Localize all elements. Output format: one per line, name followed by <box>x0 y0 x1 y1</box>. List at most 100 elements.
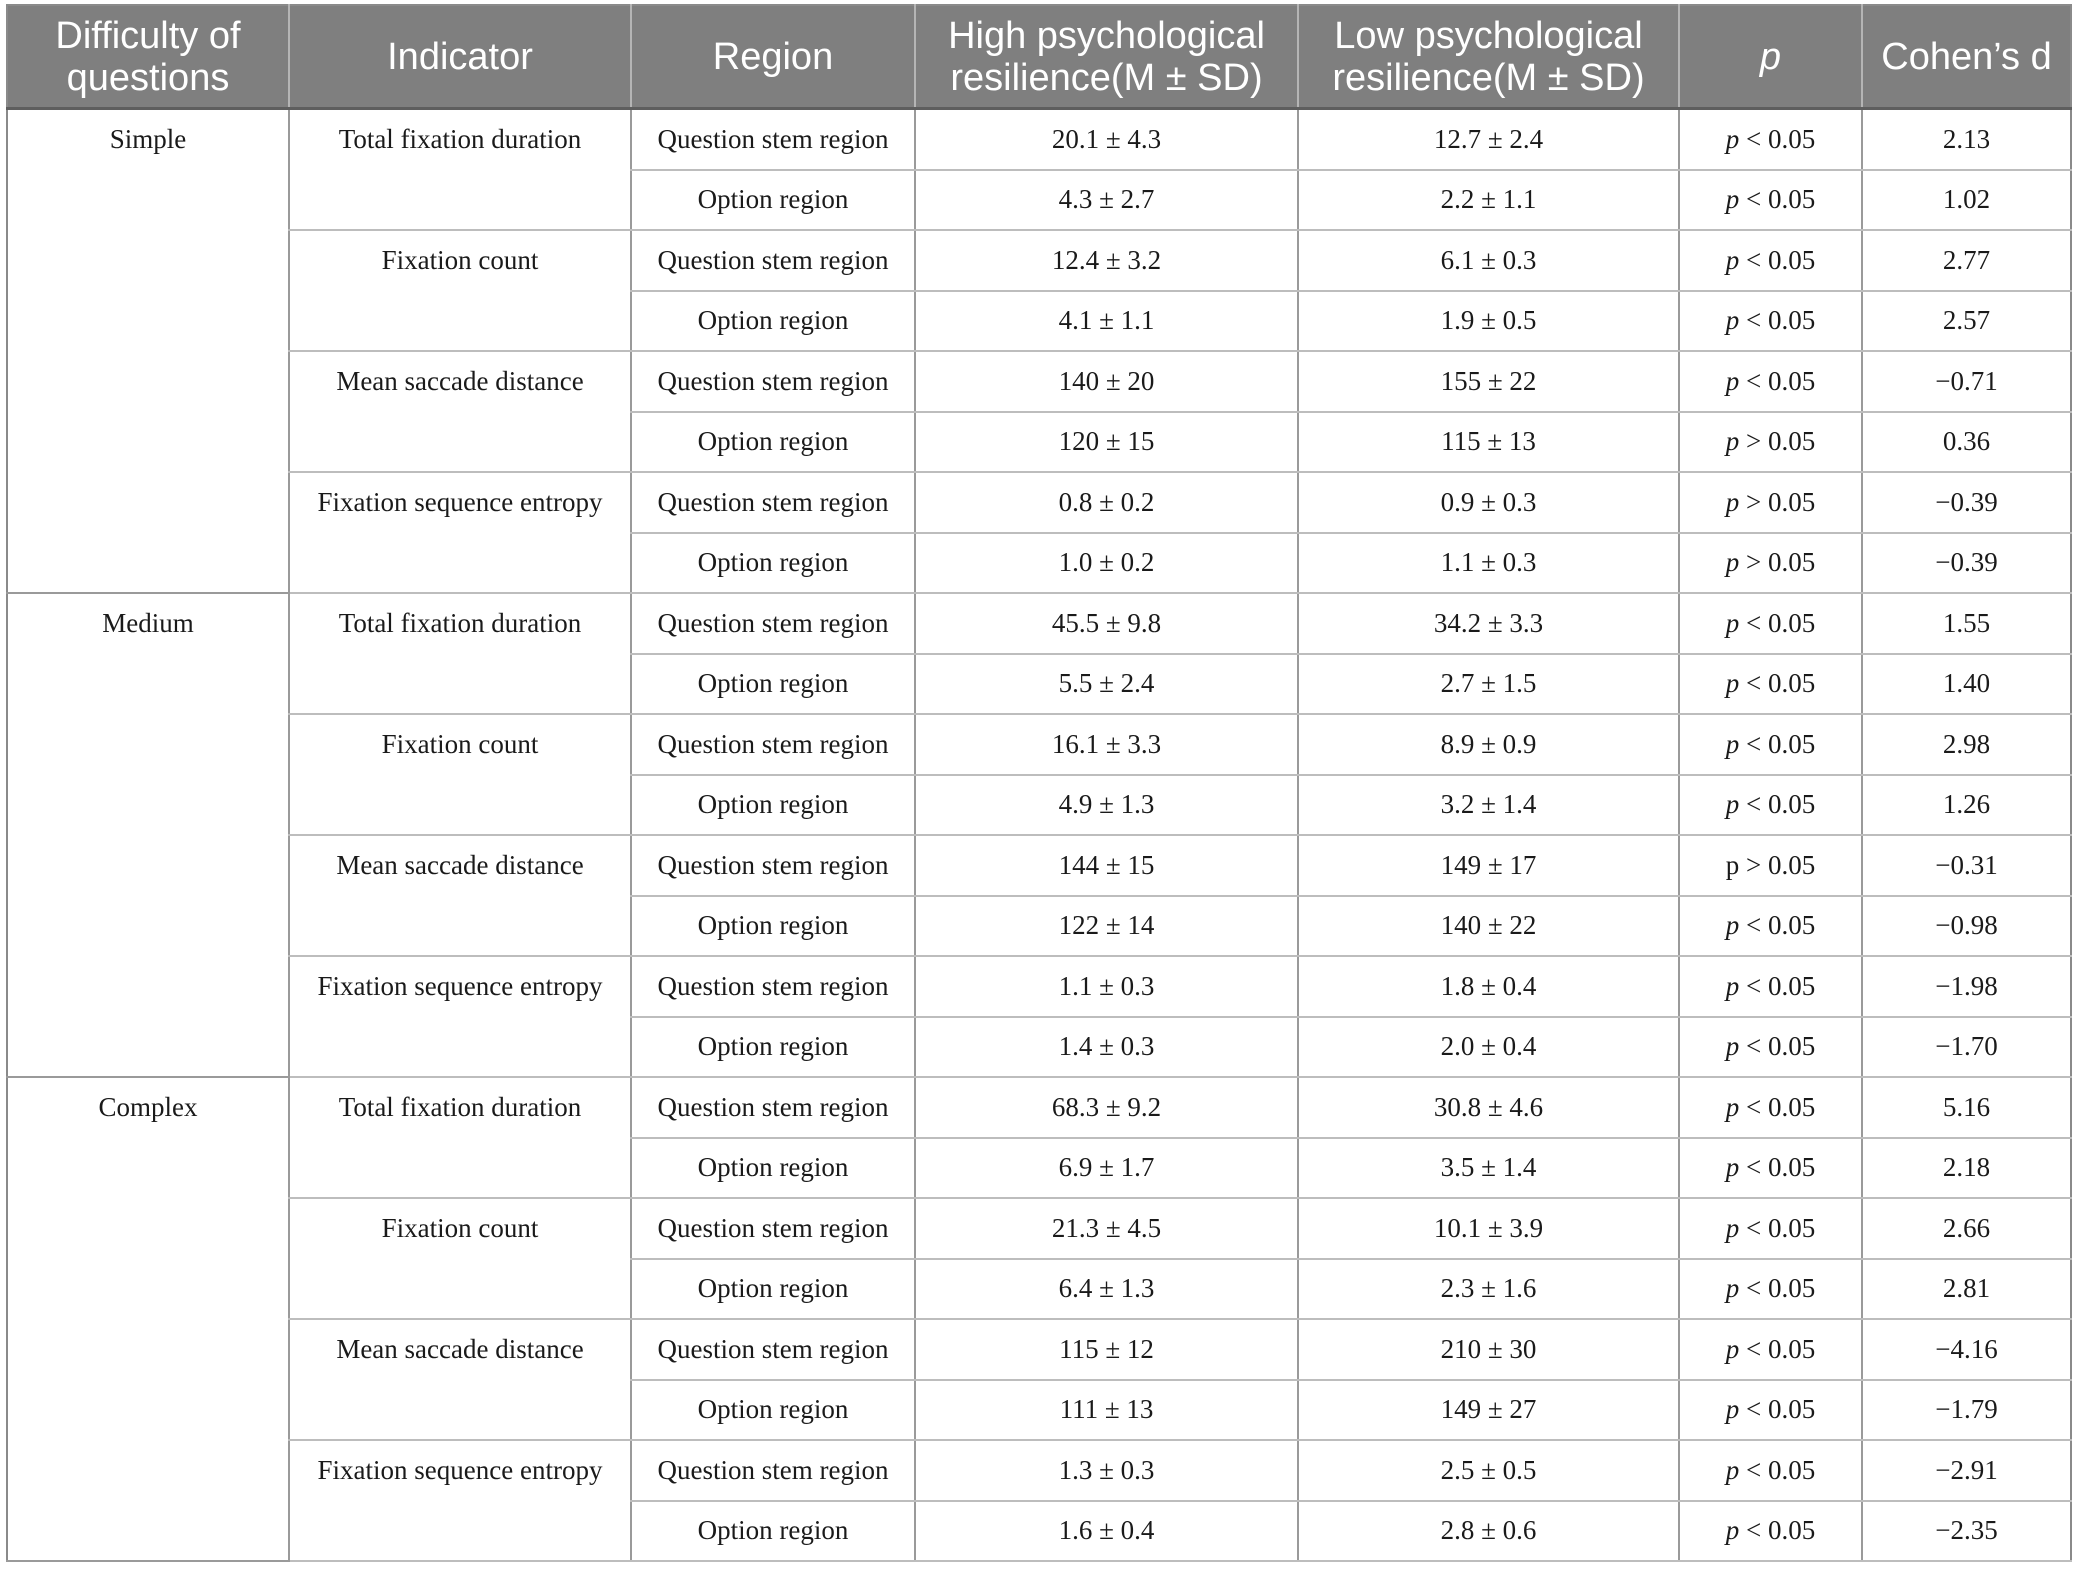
high-resilience-cell: 111 ± 13 <box>914 1379 1298 1441</box>
p-comparison: < 0.05 <box>1739 1152 1816 1183</box>
high-resilience-cell: 6.9 ± 1.7 <box>914 1137 1298 1199</box>
low-resilience-cell: 2.3 ± 1.6 <box>1297 1258 1679 1320</box>
p-comparison: < 0.05 <box>1739 1454 1816 1485</box>
p-symbol: p <box>1725 1031 1740 1062</box>
region-cell: Option region <box>630 1016 915 1078</box>
p-comparison: < 0.05 <box>1739 789 1816 820</box>
low-resilience-cell: 30.8 ± 4.6 <box>1297 1077 1679 1139</box>
low-resilience-cell: 115 ± 13 <box>1297 411 1679 473</box>
p-value-cell: p > 0.05 <box>1678 532 1862 594</box>
cohens-d-cell: 1.55 <box>1861 593 2071 655</box>
table-row: Fixation sequence entropy Question stem r… <box>7 1440 2071 1562</box>
low-resilience-cell: 1.8 ± 0.4 <box>1297 956 1679 1018</box>
p-comparison: < 0.05 <box>1739 1091 1816 1122</box>
table-row: Option region 6.9 ± 1.7 3.5 ± 1.4 p < 0.05 2… <box>7 1137 2071 1199</box>
header-row: Difficulty of questions Indicator Region… <box>7 5 2071 110</box>
p-comparison: < 0.05 <box>1739 1212 1816 1243</box>
table-row: Fixation count Question stem region 16.1 ±… <box>7 714 2071 836</box>
region-cell: Question stem region <box>630 956 915 1018</box>
p-comparison: < 0.05 <box>1739 970 1816 1001</box>
difficulty-cell: Medium <box>7 593 289 1078</box>
p-value-cell: p < 0.05 <box>1678 169 1862 231</box>
p-comparison: < 0.05 <box>1739 1394 1816 1425</box>
p-value-cell: p < 0.05 <box>1678 895 1862 957</box>
high-resilience-cell: 5.5 ± 2.4 <box>914 653 1298 715</box>
p-symbol: p <box>1725 1091 1740 1122</box>
p-value-cell: p < 0.05 <box>1678 1137 1862 1199</box>
low-resilience-cell: 34.2 ± 3.3 <box>1297 593 1679 655</box>
header-difficulty: Difficulty of questions <box>7 5 290 110</box>
p-symbol: p <box>1725 486 1740 517</box>
high-resilience-cell: 1.1 ± 0.3 <box>914 956 1298 1018</box>
p-symbol: p <box>1725 1212 1740 1243</box>
table-row: Option region 1.4 ± 0.3 2.0 ± 0.4 p < 0.05−… <box>7 1016 2071 1078</box>
indicator-cell: Fixation count <box>288 714 631 836</box>
p-symbol: p <box>1725 789 1740 820</box>
p-value-cell: p < 0.05 <box>1678 230 1862 292</box>
header-low-resilience: Low psychological resilience(M ± SD) <box>1298 5 1680 110</box>
table-row: Option region 120 ± 15 115 ± 13 p > 0.05 0.3… <box>7 411 2071 473</box>
table-row: Option region 1.6 ± 0.4 2.8 ± 0.6 p < 0.05−… <box>7 1500 2071 1562</box>
low-resilience-cell: 2.0 ± 0.4 <box>1297 1016 1679 1078</box>
region-cell: Question stem region <box>630 1077 915 1139</box>
region-cell: Question stem region <box>630 1319 915 1381</box>
table-row: Option region 5.5 ± 2.4 2.7 ± 1.5 p < 0.05 1… <box>7 653 2071 715</box>
p-comparison: < 0.05 <box>1739 1273 1816 1304</box>
region-cell: Option region <box>630 1137 915 1199</box>
p-comparison: < 0.05 <box>1739 1333 1816 1364</box>
p-comparison: < 0.05 <box>1739 668 1816 699</box>
high-resilience-cell: 1.0 ± 0.2 <box>914 532 1298 594</box>
high-resilience-cell: 12.4 ± 3.2 <box>914 230 1298 292</box>
region-cell: Question stem region <box>630 1198 915 1260</box>
low-resilience-cell: 140 ± 22 <box>1297 895 1679 957</box>
indicator-cell: Mean saccade distance <box>288 1319 631 1441</box>
indicator-cell: Fixation count <box>288 1198 631 1320</box>
p-value-cell: p < 0.05 <box>1678 956 1862 1018</box>
low-resilience-cell: 1.9 ± 0.5 <box>1297 290 1679 352</box>
indicator-cell: Total fixation duration <box>288 108 631 231</box>
cohens-d-cell: 2.77 <box>1861 230 2071 292</box>
p-symbol: p <box>1725 728 1740 759</box>
p-comparison: < 0.05 <box>1739 184 1816 215</box>
header-high-resilience: High psychological resilience(M ± SD) <box>915 5 1299 110</box>
high-resilience-cell: 1.3 ± 0.3 <box>914 1440 1298 1502</box>
p-symbol: p <box>1725 184 1740 215</box>
low-resilience-cell: 2.8 ± 0.6 <box>1297 1500 1679 1562</box>
p-symbol: p <box>1725 305 1740 336</box>
p-symbol: p <box>1725 1394 1740 1425</box>
cohens-d-cell: 1.26 <box>1861 774 2071 836</box>
cohens-d-cell: 2.57 <box>1861 290 2071 352</box>
region-cell: Question stem region <box>630 714 915 776</box>
cohens-d-cell: −0.98 <box>1861 895 2071 957</box>
cohens-d-cell: 1.40 <box>1861 653 2071 715</box>
p-value-cell: p < 0.05 <box>1678 1379 1862 1441</box>
indicator-cell: Total fixation duration <box>288 1077 631 1199</box>
p-comparison: > 0.05 <box>1739 426 1816 457</box>
indicator-cell: Total fixation duration <box>288 593 631 715</box>
cohens-d-cell: −2.91 <box>1861 1440 2071 1502</box>
high-resilience-cell: 16.1 ± 3.3 <box>914 714 1298 776</box>
p-symbol: p <box>1725 244 1740 275</box>
table-row: Option region 1.0 ± 0.2 1.1 ± 0.3 p > 0.05−… <box>7 532 2071 594</box>
p-value-cell: p > 0.05 <box>1678 835 1862 897</box>
high-resilience-cell: 0.8 ± 0.2 <box>914 472 1298 534</box>
region-cell: Option region <box>630 290 915 352</box>
cohens-d-cell: 0.36 <box>1861 411 2071 473</box>
p-comparison: < 0.05 <box>1739 244 1816 275</box>
table-row: Mean saccade distance Question stem regio… <box>7 1319 2071 1441</box>
p-value-cell: p < 0.05 <box>1678 1319 1862 1381</box>
table-row: Fixation sequence entropy Question stem r… <box>7 956 2071 1078</box>
high-resilience-cell: 20.1 ± 4.3 <box>914 108 1298 171</box>
cohens-d-cell: 2.13 <box>1861 108 2071 171</box>
low-resilience-cell: 210 ± 30 <box>1297 1319 1679 1381</box>
cohens-d-cell: 1.02 <box>1861 169 2071 231</box>
p-value-cell: p < 0.05 <box>1678 653 1862 715</box>
p-value-cell: p < 0.05 <box>1678 290 1862 352</box>
region-cell: Question stem region <box>630 593 915 655</box>
table-row: Fixation count Question stem region 21.3 ±… <box>7 1198 2071 1320</box>
header-region: Region <box>631 5 916 110</box>
p-value-cell: p < 0.05 <box>1678 774 1862 836</box>
p-value-cell: p > 0.05 <box>1678 411 1862 473</box>
cohens-d-cell: 2.98 <box>1861 714 2071 776</box>
table-row: Option region 122 ± 14 140 ± 22 p < 0.05 −0.… <box>7 895 2071 957</box>
